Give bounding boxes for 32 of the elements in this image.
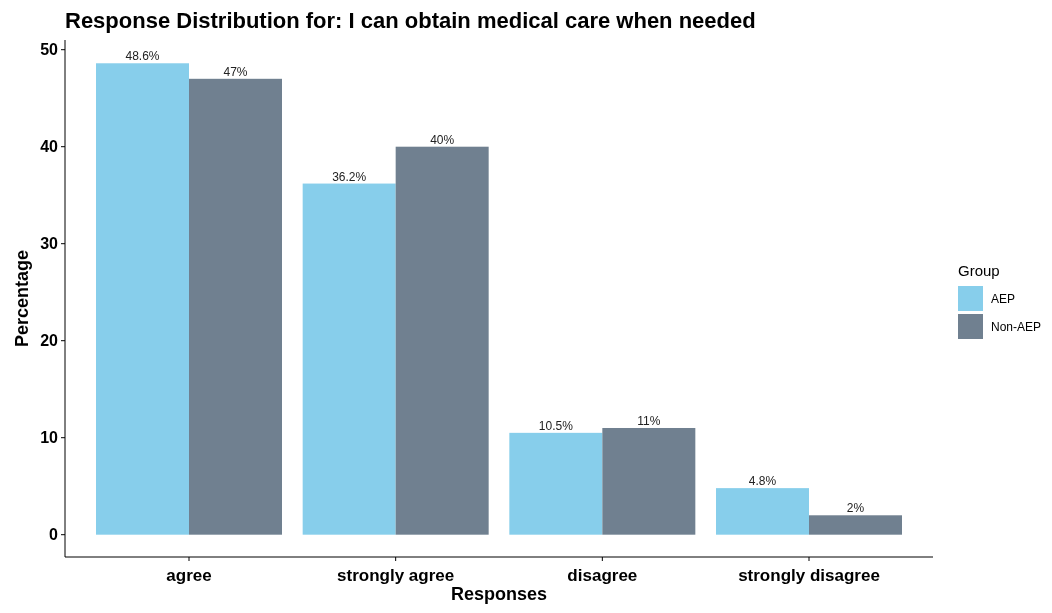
y-axis-title: Percentage <box>12 249 32 348</box>
bar <box>395 146 489 535</box>
data-label: 36.2% <box>332 169 367 184</box>
x-tick-label: strongly disagree <box>738 566 880 585</box>
y-tick-label: 20 <box>40 332 59 350</box>
legend-title: Group <box>958 262 1000 279</box>
x-axis-title: Responses <box>450 584 548 604</box>
y-tick-label: 50 <box>40 41 59 59</box>
legend-label: Non-AEP <box>991 319 1042 334</box>
y-tick-label: 10 <box>40 429 59 447</box>
bar <box>602 427 696 535</box>
legend-label: AEP <box>991 291 1016 306</box>
chart-title: Response Distribution for: I can obtain medical care when needed <box>65 8 756 33</box>
bar <box>189 78 282 535</box>
bar <box>509 432 603 535</box>
y-tick-label: 0 <box>49 526 59 544</box>
data-label: 48.6% <box>125 49 160 64</box>
x-tick-label: disagree <box>567 566 638 585</box>
data-label: 4.8% <box>748 474 777 489</box>
bar <box>716 488 809 535</box>
data-label: 47% <box>223 64 248 79</box>
data-label: 2% <box>846 501 865 516</box>
x-tick-label: agree <box>166 566 212 585</box>
bar <box>302 183 396 535</box>
bar <box>96 63 189 535</box>
x-tick-label: strongly agree <box>337 566 455 585</box>
y-tick-label: 30 <box>40 235 59 253</box>
data-label: 11% <box>637 413 661 428</box>
bar <box>809 515 902 535</box>
data-label: 10.5% <box>538 418 574 433</box>
y-tick-label: 40 <box>40 138 59 156</box>
data-label: 40% <box>430 132 455 147</box>
